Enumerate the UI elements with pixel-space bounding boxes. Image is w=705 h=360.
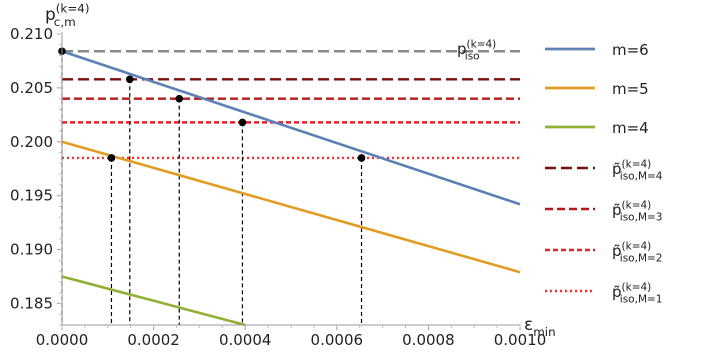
x-tick-label: 0.0010 (494, 331, 547, 349)
legend-label: p̃(k=4) iso,M=4 (612, 158, 663, 182)
legend-label: m=6 (612, 41, 649, 59)
x-tick-label: 0.0008 (402, 331, 455, 349)
legend-label: m=5 (612, 80, 649, 98)
intersection-point (357, 154, 366, 162)
plot-area: p(k=4) iso (58, 38, 521, 327)
series-line (61, 140, 521, 274)
axes: 0.0000 0.0002 0.0004 0.0006 0.0008 0.0010 0.18… (10, 1, 556, 349)
x-tick-label: 0.0006 (311, 331, 364, 349)
x-axis-label: εmin (524, 315, 556, 339)
legend-label: m=4 (612, 119, 649, 137)
reference-line-label: p(k=4) iso (457, 38, 496, 62)
x-tick-label: 0.0002 (127, 331, 180, 349)
intersection-point (107, 154, 116, 162)
y-tick-label: 0.185 (10, 294, 53, 312)
intersection-point (125, 75, 134, 84)
y-axis-label: p(k=4) c,m (45, 1, 90, 29)
legend-label: p̃(k=4) iso,M=2 (612, 240, 662, 264)
series-line (61, 275, 246, 327)
y-tick-label: 0.200 (10, 133, 53, 151)
legend-label: p̃(k=4) iso,M=3 (612, 199, 662, 223)
y-tick-label: 0.205 (10, 79, 53, 97)
intersection-point (175, 94, 184, 103)
intersection-point (238, 118, 247, 127)
y-tick-label: 0.190 (10, 241, 53, 259)
x-tick-label: 0.0004 (219, 331, 272, 349)
y-tick-label: 0.195 (10, 187, 53, 205)
x-tick-label: 0.0000 (36, 331, 89, 349)
legend-label: p̃(k=4) iso,M=1 (612, 281, 662, 305)
y-tick-label: 0.210 (10, 25, 53, 43)
series-line (61, 50, 521, 206)
legend: m=6 m=5 m=4 p̃(k=4) iso,M=4 p̃(k=4) iso,M=3 p̃(… (545, 41, 663, 305)
